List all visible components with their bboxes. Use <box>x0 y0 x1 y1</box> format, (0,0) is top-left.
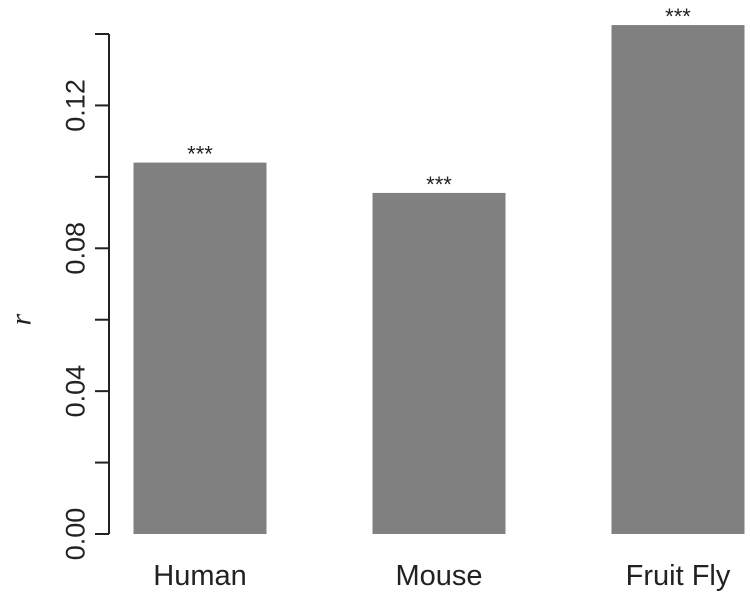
y-axis-title: r <box>5 314 38 326</box>
y-tick-label: 0.04 <box>60 365 90 418</box>
y-axis: 0.00 0.04 0.08 0.12 <box>60 33 110 561</box>
significance-label: *** <box>665 4 691 29</box>
significance-label: *** <box>426 172 452 197</box>
x-tick-label: Fruit Fly <box>626 560 731 592</box>
bar-human <box>133 162 267 535</box>
y-tick-label: 0.08 <box>60 222 90 275</box>
y-tick-label: 0.00 <box>60 508 90 561</box>
bars <box>133 25 745 535</box>
x-axis-labels: Human Mouse Fruit Fly <box>153 560 731 592</box>
significance-labels: *** *** *** <box>187 4 691 197</box>
y-tick-label: 0.12 <box>60 79 90 132</box>
significance-label: *** <box>187 142 213 167</box>
bar-mouse <box>372 192 506 534</box>
x-tick-label: Mouse <box>395 560 482 592</box>
bar-fruit-fly <box>611 25 745 534</box>
x-tick-label: Human <box>153 560 247 592</box>
